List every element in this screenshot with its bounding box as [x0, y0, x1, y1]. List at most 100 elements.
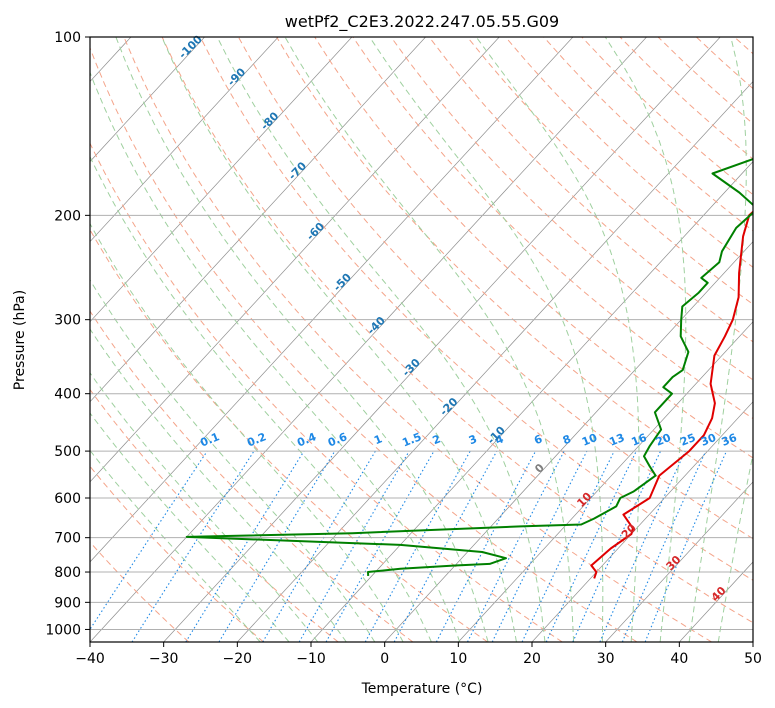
mixing-ratio-line [364, 450, 471, 642]
y-tick-label: 800 [54, 565, 81, 581]
moist-adiabat-line [90, 412, 290, 642]
dry-adiabat-line [123, 37, 712, 642]
dry-adiabat-line [314, 37, 753, 459]
isotherm-line [90, 37, 647, 642]
dry-adiabat-line [90, 228, 488, 642]
dry-adiabat-line [619, 37, 753, 160]
sounding-profiles [185, 158, 753, 579]
y-tick-label: 100 [54, 30, 81, 46]
moist-adiabat-line [90, 155, 432, 642]
mixing-ratio-line [599, 450, 686, 642]
pressure-grid [90, 37, 753, 630]
mixing-ratio-label: 1 [372, 432, 384, 447]
isotherm-temp-label: -90 [225, 65, 248, 88]
x-tick-label: 30 [597, 651, 615, 667]
x-tick-label: 10 [449, 651, 467, 667]
mixing-ratio-line [621, 450, 707, 642]
plot-frame [89, 36, 754, 643]
isotherm-line [237, 80, 753, 642]
y-tick-label: 500 [54, 444, 81, 460]
isotherm-temp-label: -80 [258, 109, 281, 132]
x-tick-label: 20 [523, 651, 541, 667]
mixing-ratio-label: 36 [720, 431, 739, 449]
lower-isotherm-label: 20 [619, 521, 639, 541]
mixing-ratio-label: 0.1 [198, 430, 221, 449]
isopleth-labels: 0.1 0.2 0.4 0.6 1 1.5 2 3 4 6 8 10 13 16 20 25 30 36-100-… [176, 33, 739, 605]
dry-adiabat-line [543, 37, 753, 232]
chart-title: wetPf2_C2E3.2022.247.05.55.G09 [285, 12, 559, 32]
mixing-ratio-line [393, 450, 498, 642]
mixing-ratio-label: 25 [678, 431, 697, 449]
dry-adiabat-line [581, 37, 753, 196]
moist-adiabat-line [284, 37, 575, 642]
isotherm-line [90, 37, 353, 323]
mixing-ratio-label: 8 [561, 432, 573, 447]
mixing-ratio-label: 6 [532, 432, 544, 447]
dry-adiabat-line [695, 37, 753, 90]
isotherm-line [90, 37, 574, 563]
mixing-ratio-label: 3 [467, 432, 479, 447]
mixing-ratio-label: 16 [629, 431, 648, 449]
x-tick-label: −20 [223, 651, 253, 667]
mixing-ratio-line [491, 450, 588, 642]
dry-adiabat-line [90, 388, 339, 642]
isotherm-line [752, 641, 753, 642]
mixing-ratio-line [218, 450, 336, 642]
mixing-ratio-line [644, 450, 728, 642]
isotherm-line [458, 321, 753, 642]
dry-adiabat-line [390, 37, 753, 381]
mixing-ratio-line [572, 450, 662, 642]
lower-isotherm-label: 10 [574, 490, 594, 510]
dry-adiabat-line [90, 46, 638, 642]
isotherm-line [605, 481, 753, 642]
dry-adiabat-line [237, 37, 753, 540]
mixing-ratio-line [521, 450, 615, 642]
mixing-ratio-line [298, 450, 410, 642]
isotherm-temp-label: -40 [365, 314, 388, 337]
moist-adiabat-line [90, 71, 461, 642]
moist-adiabat-line [90, 279, 376, 642]
axis-ticks: −40 −30 −20 −10 0 10 20 30 40 5010020030040050060… [45, 30, 762, 667]
moist-adiabat-line [90, 328, 347, 642]
moist-adiabat-line [369, 37, 604, 642]
x-tick-label: −40 [75, 651, 105, 667]
x-tick-label: 50 [744, 651, 762, 667]
isotherm-line [90, 37, 500, 483]
moist-adiabat-line [216, 37, 546, 642]
isotherm-temp-label: -50 [331, 270, 354, 293]
mixing-ratio-label: 20 [654, 431, 673, 449]
isotherm-temp-label: -30 [400, 356, 423, 379]
lower-isotherm-label: 40 [709, 584, 729, 604]
dry-adiabat-line [90, 142, 563, 642]
isotherm-line [90, 37, 205, 163]
dry-adiabat-line [161, 37, 753, 624]
mixing-ratio-line [325, 450, 435, 642]
isotherm-temp-label: -60 [304, 220, 327, 243]
moist-adiabat-line [115, 37, 489, 642]
moist-adiabat-line [475, 37, 640, 642]
y-tick-label: 300 [54, 313, 81, 329]
y-axis-label: Pressure (hPa) [12, 290, 28, 390]
dry-adiabat-line [734, 37, 753, 55]
y-tick-label: 600 [54, 491, 81, 507]
dry-adiabat-line [466, 37, 753, 305]
dry-adiabat-line [657, 37, 753, 125]
x-tick-label: 40 [670, 651, 688, 667]
mixing-ratio-label: 0.6 [326, 430, 349, 449]
mixing-ratio-line [262, 450, 376, 642]
moist-adiabat-line [604, 37, 687, 642]
mixing-ratio-label: 13 [607, 431, 626, 449]
mixing-ratio-label: 1.5 [400, 430, 423, 449]
moist-adiabat-line [90, 222, 404, 642]
mixing-ratio-label: 10 [580, 431, 599, 449]
x-axis-label: Temperature (°C) [361, 681, 483, 697]
isotherm-line [0, 37, 57, 642]
isotherm-line [90, 37, 279, 243]
moist-adiabat-line [688, 37, 747, 642]
mixing-ratio-line [467, 450, 565, 642]
mixing-ratio-line [90, 450, 208, 631]
mixing-ratio-label: 2 [431, 432, 443, 447]
dewpoint-line [185, 158, 753, 576]
isotherm-line [679, 561, 753, 642]
